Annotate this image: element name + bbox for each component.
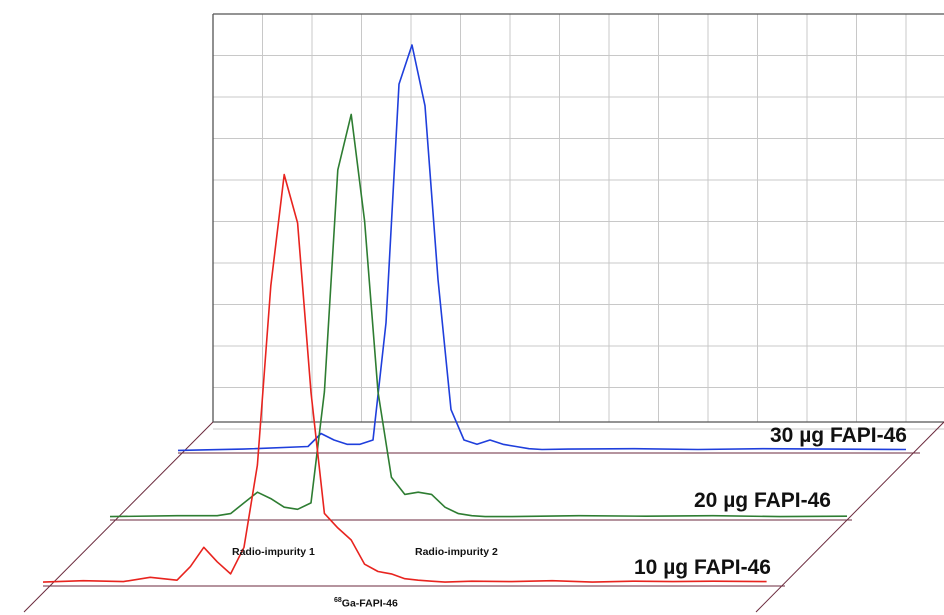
trace-series-1	[109, 113, 848, 518]
trace-series-0	[42, 173, 767, 583]
trace-series-2	[177, 44, 907, 452]
floor-right-edge	[755, 421, 944, 613]
traces	[42, 44, 907, 583]
back-wall-grid	[212, 13, 944, 430]
